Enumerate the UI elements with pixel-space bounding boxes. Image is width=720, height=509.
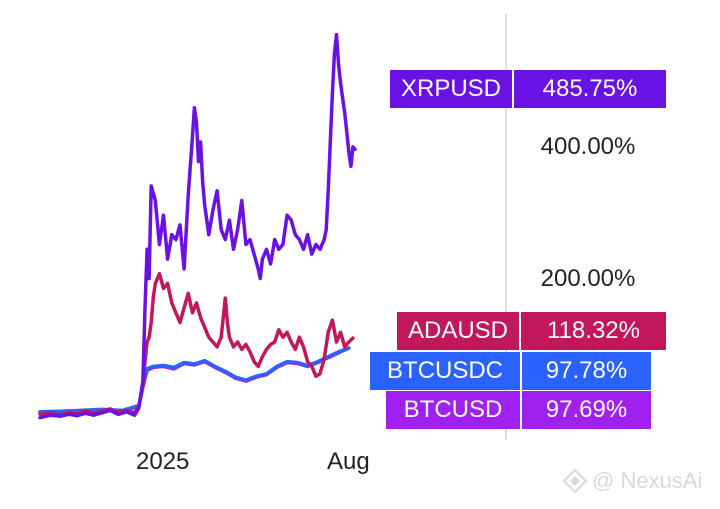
legend-value-adausd: 118.32% (547, 317, 640, 344)
y-tick-400: 400.00% (540, 133, 636, 160)
legend-name-btcusd: BTCUSD (386, 391, 522, 429)
x-tick-aug: Aug (327, 448, 370, 475)
series-line-btcusdc (38, 346, 351, 414)
x-tick-2025: 2025 (136, 448, 190, 475)
legend-name-xrpusd: XRPUSD (390, 70, 514, 108)
legend-value-xrpusd: 485.75% (542, 75, 638, 102)
legend-name-btcusdc: BTCUSDC (370, 352, 522, 390)
legend-value-btcusd: 97.69% (545, 396, 628, 423)
watermark-text: @ NexusAi (592, 468, 703, 493)
watermark: @ NexusAi (562, 468, 702, 494)
series-line-xrpusd (38, 32, 357, 420)
legend-badge-btcusd: BTCUSD 97.69% (386, 391, 651, 429)
series-line-btcusd (38, 346, 351, 415)
legend-value-btcusdc: 97.78% (545, 357, 628, 384)
diamond-logo-icon (562, 468, 588, 494)
legend-badge-btcusdc: BTCUSDC 97.78% (370, 352, 651, 390)
legend-name-adausd: ADAUSD (397, 312, 521, 350)
legend-badge-xrpusd: XRPUSD 485.75% (390, 70, 666, 108)
legend-badge-adausd: ADAUSD 118.32% (397, 312, 666, 350)
y-tick-200: 200.00% (540, 265, 636, 292)
series-line-adausd (38, 271, 355, 417)
